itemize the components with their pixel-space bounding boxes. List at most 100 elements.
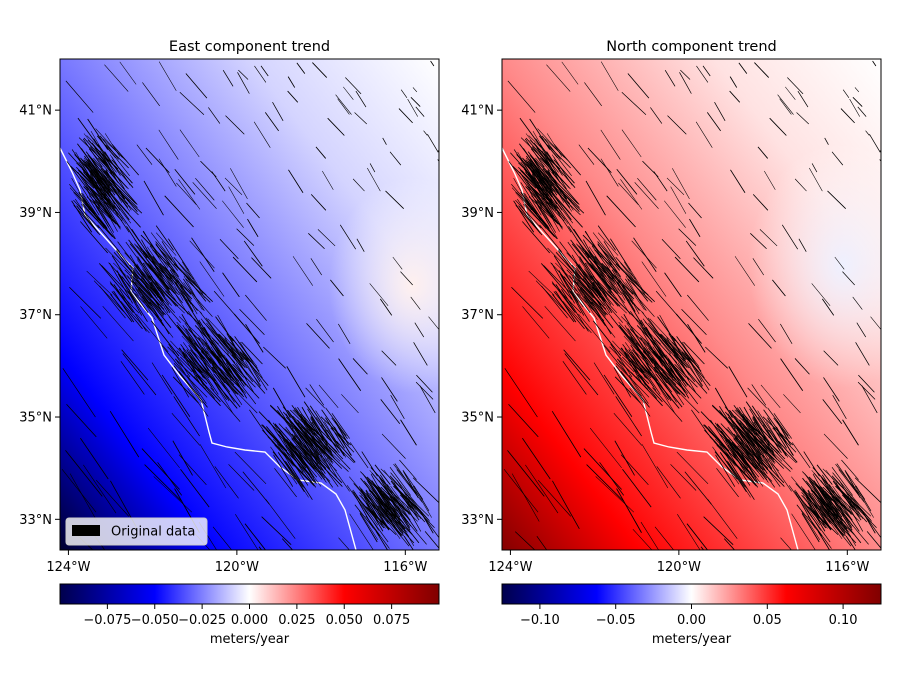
velocity-vector bbox=[752, 418, 770, 443]
velocity-vector bbox=[130, 276, 150, 305]
velocity-vector bbox=[84, 155, 104, 185]
velocity-vector bbox=[545, 170, 579, 204]
velocity-vector bbox=[124, 269, 152, 299]
east-trend-field-highlight bbox=[60, 59, 439, 550]
velocity-vector bbox=[739, 422, 772, 453]
velocity-vector bbox=[749, 436, 772, 458]
velocity-vector bbox=[166, 261, 191, 295]
velocity-vector bbox=[83, 464, 117, 514]
velocity-vector bbox=[819, 508, 843, 540]
velocity-vector bbox=[427, 134, 439, 153]
velocity-vector bbox=[365, 489, 389, 523]
velocity-vector bbox=[195, 374, 221, 403]
velocity-vector bbox=[211, 367, 237, 395]
velocity-vector bbox=[167, 273, 184, 301]
velocity-vector bbox=[392, 502, 411, 531]
velocity-vector bbox=[173, 256, 194, 280]
velocity-vector bbox=[140, 278, 163, 306]
velocity-vector bbox=[577, 288, 598, 320]
velocity-vector bbox=[297, 422, 330, 453]
velocity-vector bbox=[113, 165, 134, 188]
velocity-vector bbox=[287, 461, 313, 500]
x-tick-label: 124°W bbox=[488, 560, 532, 575]
velocity-vector bbox=[87, 139, 119, 170]
velocity-vector bbox=[120, 360, 145, 395]
colorbar-tick-label: 0.00 bbox=[677, 613, 706, 628]
velocity-vector bbox=[590, 275, 612, 305]
velocity-vector bbox=[551, 154, 567, 178]
velocity-vector bbox=[870, 316, 881, 330]
velocity-vector bbox=[300, 413, 318, 442]
velocity-vector bbox=[726, 460, 751, 498]
x-tick-label: 120°W bbox=[215, 560, 259, 575]
velocity-vector bbox=[584, 262, 608, 297]
velocity-vector bbox=[521, 221, 551, 254]
velocity-vector bbox=[764, 170, 776, 190]
velocity-vector bbox=[270, 446, 298, 485]
velocity-vector bbox=[758, 318, 776, 343]
velocity-vector bbox=[737, 447, 759, 484]
velocity-vector bbox=[653, 337, 678, 364]
legend-box bbox=[65, 517, 208, 546]
velocity-vector bbox=[760, 433, 786, 460]
velocity-vector bbox=[214, 466, 239, 499]
velocity-vector bbox=[183, 282, 203, 311]
velocity-vector bbox=[632, 340, 657, 374]
velocity-vector bbox=[141, 239, 163, 278]
velocity-vector bbox=[118, 267, 139, 296]
east-coastline bbox=[60, 147, 357, 550]
velocity-vector bbox=[858, 374, 875, 393]
velocity-vector bbox=[817, 496, 843, 533]
velocity-vector bbox=[719, 409, 737, 434]
velocity-vector bbox=[352, 489, 378, 526]
velocity-vector bbox=[797, 90, 809, 108]
velocity-vector bbox=[173, 365, 203, 404]
velocity-vector bbox=[756, 441, 785, 469]
velocity-vector bbox=[511, 183, 538, 215]
velocity-vector bbox=[314, 441, 343, 469]
velocity-vector bbox=[375, 496, 401, 533]
velocity-vector bbox=[228, 186, 245, 214]
velocity-vector bbox=[369, 283, 389, 306]
velocity-vector bbox=[620, 371, 650, 408]
velocity-vector bbox=[380, 486, 407, 512]
velocity-vector bbox=[708, 430, 730, 454]
velocity-vector bbox=[109, 171, 138, 205]
velocity-vector bbox=[423, 130, 428, 136]
velocity-vector bbox=[584, 231, 611, 268]
velocity-vector bbox=[642, 318, 672, 354]
velocity-vector bbox=[284, 428, 317, 460]
velocity-vector bbox=[866, 531, 881, 549]
north-x-ticks: 124°W 120°W 116°W bbox=[488, 550, 870, 575]
velocity-vector bbox=[515, 199, 542, 229]
velocity-vector bbox=[585, 270, 607, 302]
velocity-vector bbox=[71, 200, 93, 233]
velocity-vector bbox=[603, 345, 627, 374]
velocity-vector bbox=[265, 499, 296, 539]
velocity-vector bbox=[700, 411, 735, 447]
velocity-vector bbox=[608, 261, 633, 295]
velocity-vector bbox=[244, 523, 267, 550]
velocity-vector bbox=[292, 256, 313, 286]
velocity-vector bbox=[99, 285, 126, 319]
velocity-vector bbox=[539, 224, 562, 253]
velocity-vector bbox=[763, 409, 787, 443]
velocity-vector bbox=[552, 283, 582, 314]
velocity-vector bbox=[742, 426, 768, 450]
velocity-vector bbox=[540, 179, 572, 215]
velocity-vector bbox=[254, 65, 267, 83]
velocity-vector bbox=[535, 185, 556, 220]
velocity-vector bbox=[89, 156, 112, 179]
velocity-vector bbox=[199, 325, 221, 359]
velocity-vector bbox=[147, 246, 169, 279]
colorbar-tick-label: 0.075 bbox=[373, 613, 410, 628]
velocity-vector bbox=[172, 440, 193, 476]
velocity-vector bbox=[109, 410, 140, 458]
velocity-vector bbox=[197, 362, 219, 395]
velocity-vector bbox=[349, 513, 374, 550]
east-axes-frame bbox=[59, 58, 440, 551]
velocity-vector bbox=[181, 261, 205, 298]
velocity-vector bbox=[134, 239, 154, 264]
velocity-vector bbox=[80, 195, 107, 227]
velocity-vector bbox=[533, 188, 565, 222]
